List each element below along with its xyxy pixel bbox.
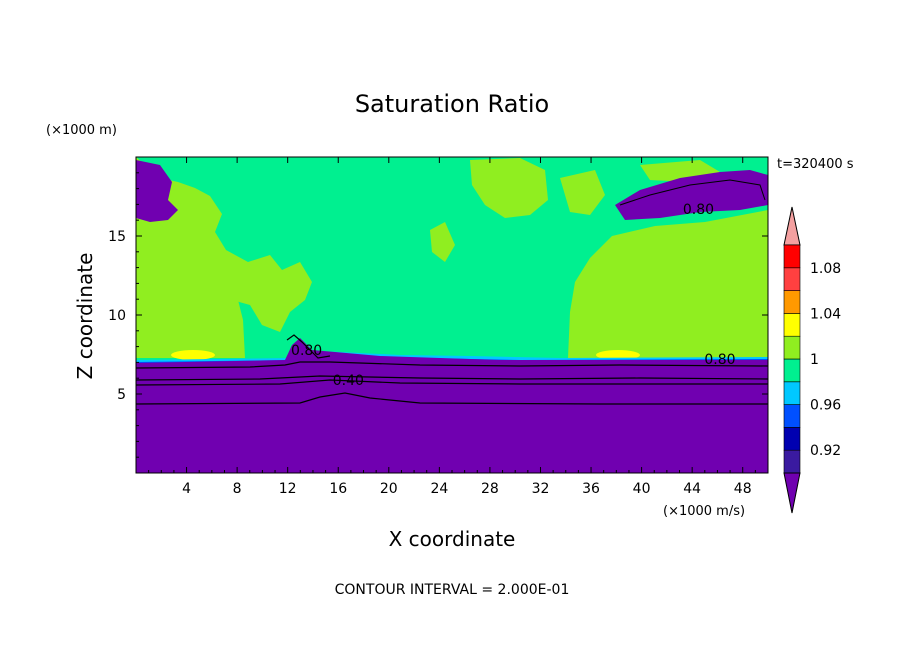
x-tick-label: 40	[633, 481, 651, 497]
contour-label: 0.80	[704, 352, 735, 368]
colorbar: 0.92 0.96 1 1.04 1.08	[783, 206, 841, 514]
colorbar-swatch	[783, 427, 801, 451]
field-supersaturated-patch	[560, 170, 605, 215]
colorbar-tick-label: 1	[810, 352, 819, 368]
y-axis-ticks: 5 10 15	[108, 172, 768, 458]
field-supersaturated-right	[568, 210, 768, 358]
x-tick-label: 48	[734, 481, 752, 497]
x-tick-label: 44	[683, 481, 701, 497]
colorbar-over-arrow	[783, 206, 801, 246]
colorbar-tick-label: 1.04	[810, 306, 841, 322]
colorbar-swatch	[783, 267, 801, 291]
x-tick-label: 12	[279, 481, 297, 497]
contour-line	[136, 379, 768, 386]
contour-line	[136, 392, 768, 405]
x-tick-label: 36	[582, 481, 600, 497]
colorbar-swatch	[783, 244, 801, 269]
contour-label: 0.80	[291, 343, 322, 359]
colorbar-under-arrow	[783, 472, 801, 514]
field-dry-lower	[136, 338, 768, 473]
colorbar-tick-label: 1.08	[810, 261, 841, 277]
colorbar-swatch	[783, 381, 801, 405]
contour-label: 0.40	[333, 373, 364, 389]
y-tick-label: 5	[117, 387, 126, 403]
colorbar-swatch	[783, 290, 801, 314]
colorbar-swatch	[783, 335, 801, 360]
field-dry-top-right	[615, 170, 768, 220]
x-tick-label: 20	[380, 481, 398, 497]
x-axis-ticks: 4 8 12 16 20 24 28 32 36 40 44 48	[148, 157, 756, 497]
colorbar-swatch	[783, 449, 801, 474]
colorbar-tick-label: 0.92	[810, 443, 841, 459]
x-tick-label: 28	[481, 481, 499, 497]
y-tick-label: 15	[108, 229, 126, 245]
colorbar-tick-label: 0.96	[810, 398, 841, 414]
x-unit-label: (×1000 m/s)	[663, 504, 745, 519]
contour-line	[619, 179, 766, 206]
field-peak-right	[596, 350, 640, 360]
x-tick-label: 16	[329, 481, 347, 497]
colorbar-swatch	[783, 358, 801, 383]
contour-line	[136, 375, 768, 381]
field-peak-left	[171, 350, 215, 360]
y-unit-label: (×1000 m)	[46, 123, 117, 138]
contour-line	[136, 361, 768, 369]
field-supersaturated-patch-2	[430, 222, 455, 262]
y-axis-label: Z coordinate	[73, 253, 97, 380]
x-tick-label: 24	[430, 481, 448, 497]
colorbar-swatch	[783, 313, 801, 337]
plot-area	[136, 157, 768, 473]
time-label: t=320400 s	[777, 157, 854, 172]
x-tick-label: 32	[532, 481, 550, 497]
x-axis-label: X coordinate	[389, 527, 516, 551]
colorbar-swatch	[783, 404, 801, 428]
contour-line	[286, 334, 331, 359]
footer-contour-interval: CONTOUR INTERVAL = 2.000E-01	[335, 582, 570, 598]
field-supersaturated-center-left	[232, 255, 312, 332]
x-tick-label: 8	[233, 481, 242, 497]
field-supersaturated-center	[470, 158, 548, 218]
y-tick-label: 10	[108, 308, 126, 324]
x-tick-label: 4	[182, 481, 191, 497]
chart-title: Saturation Ratio	[355, 90, 549, 118]
field-dry-top-left	[136, 160, 178, 222]
contour-label: 0.80	[683, 202, 714, 218]
contour-labels: 0.40 0.80 0.80 0.80	[291, 202, 735, 389]
